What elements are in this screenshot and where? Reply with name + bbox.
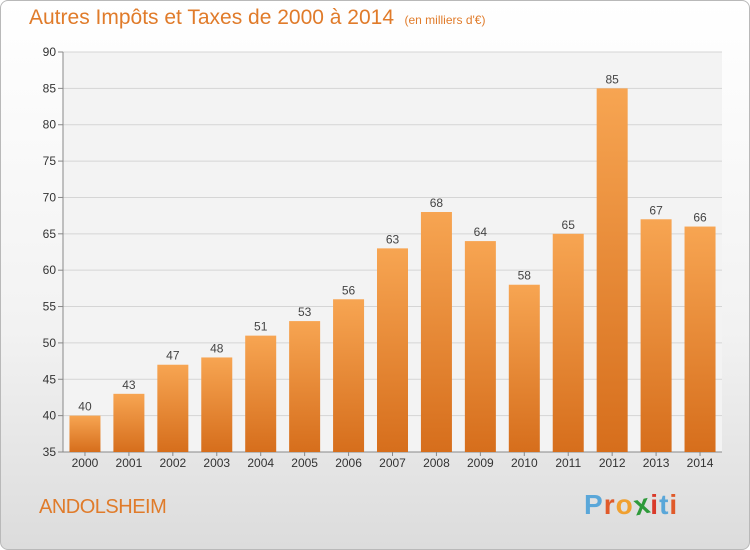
logo-letter: i bbox=[669, 489, 679, 520]
bar-value-label: 43 bbox=[122, 378, 136, 392]
bar bbox=[289, 321, 321, 452]
proxiti-logo: Proxiti bbox=[584, 488, 679, 522]
bar bbox=[640, 219, 672, 452]
bar-value-label: 67 bbox=[649, 203, 663, 217]
bar-value-label: 53 bbox=[298, 305, 312, 319]
y-tick-label: 50 bbox=[43, 336, 57, 350]
x-tick-label: 2000 bbox=[72, 456, 99, 470]
bar-value-label: 48 bbox=[210, 341, 224, 355]
bar bbox=[464, 241, 496, 452]
bar bbox=[377, 248, 408, 452]
x-tick-label: 2014 bbox=[687, 456, 714, 470]
bar bbox=[508, 284, 540, 452]
bar-value-label: 65 bbox=[562, 218, 576, 232]
bar bbox=[201, 357, 233, 452]
x-tick-label: 2006 bbox=[335, 456, 362, 470]
x-tick-label: 2007 bbox=[379, 456, 406, 470]
x-tick-label: 2004 bbox=[247, 456, 274, 470]
bar bbox=[552, 233, 584, 452]
bar-value-label: 66 bbox=[693, 211, 707, 225]
bar bbox=[113, 393, 145, 452]
x-tick-label: 2002 bbox=[159, 456, 186, 470]
y-tick-label: 65 bbox=[43, 227, 57, 241]
x-tick-label: 2008 bbox=[423, 456, 450, 470]
x-tick-label: 2005 bbox=[291, 456, 318, 470]
bar bbox=[245, 335, 277, 452]
logo-letter: i bbox=[650, 489, 660, 520]
y-tick-label: 40 bbox=[43, 409, 57, 423]
bar bbox=[157, 364, 189, 452]
y-tick-label: 55 bbox=[43, 300, 57, 314]
x-tick-label: 2010 bbox=[511, 456, 538, 470]
bar bbox=[69, 415, 101, 452]
x-tick-label: 2009 bbox=[467, 456, 494, 470]
y-tick-label: 75 bbox=[43, 154, 57, 168]
bar bbox=[420, 212, 452, 452]
y-tick-label: 85 bbox=[43, 81, 57, 95]
bar-value-label: 63 bbox=[386, 232, 400, 246]
logo-letter: P bbox=[584, 489, 604, 520]
bar-value-label: 58 bbox=[518, 269, 532, 283]
y-tick-label: 45 bbox=[43, 372, 57, 386]
bar-value-label: 56 bbox=[342, 283, 356, 297]
chart-title: Autres Impôts et Taxes de 2000 à 2014 bbox=[29, 6, 395, 29]
bar bbox=[596, 88, 628, 452]
bar-value-label: 64 bbox=[474, 225, 488, 239]
bar-value-label: 51 bbox=[254, 320, 268, 334]
x-tick-label: 2003 bbox=[203, 456, 230, 470]
chart-title-block: Autres Impôts et Taxes de 2000 à 2014 (e… bbox=[29, 6, 485, 30]
city-name: ANDOLSHEIM bbox=[39, 496, 167, 518]
bar-value-label: 47 bbox=[166, 349, 180, 363]
bar bbox=[684, 226, 716, 452]
y-tick-label: 60 bbox=[43, 263, 57, 277]
bar-value-label: 40 bbox=[78, 400, 92, 414]
bar-value-label: 68 bbox=[430, 196, 444, 210]
chart-unit: (en milliers d'€) bbox=[404, 13, 486, 27]
x-tick-label: 2012 bbox=[599, 456, 626, 470]
logo-letter: o bbox=[615, 489, 634, 520]
y-tick-label: 35 bbox=[43, 445, 57, 459]
y-tick-label: 90 bbox=[43, 45, 57, 59]
y-tick-label: 80 bbox=[43, 118, 57, 132]
y-tick-label: 70 bbox=[43, 190, 57, 204]
x-tick-label: 2001 bbox=[116, 456, 143, 470]
bar-value-label: 85 bbox=[605, 72, 619, 86]
logo-letter: t bbox=[659, 489, 670, 520]
bar bbox=[333, 299, 365, 452]
x-tick-label: 2011 bbox=[555, 456, 581, 470]
logo-letter: r bbox=[603, 489, 616, 520]
x-tick-label: 2013 bbox=[643, 456, 670, 470]
